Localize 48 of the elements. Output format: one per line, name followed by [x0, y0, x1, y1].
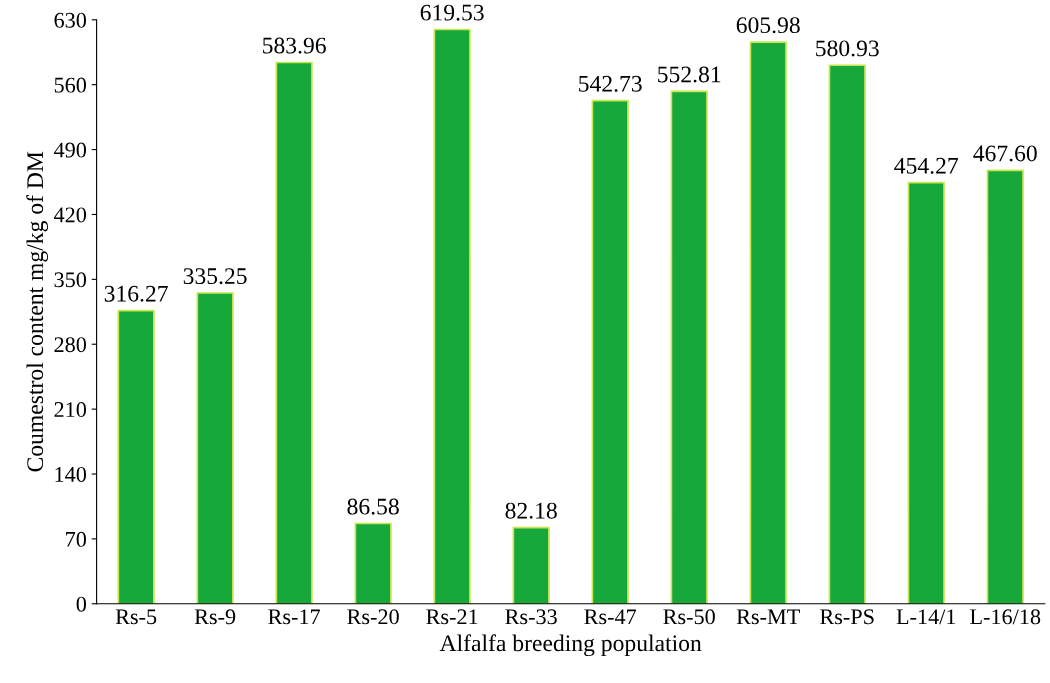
x-tick-label: Rs-9	[194, 609, 236, 625]
x-tick-label: Rs-17	[268, 609, 321, 625]
data-label: 454.27	[894, 157, 959, 174]
data-label: 542.73	[579, 75, 642, 92]
data-label: 619.53	[420, 4, 484, 21]
bar	[196, 292, 234, 604]
data-label: 86.58	[347, 498, 399, 515]
bar	[275, 61, 313, 604]
y-tick-label: 0	[76, 596, 87, 612]
bar	[907, 181, 945, 604]
y-tick-label: 350	[54, 272, 87, 288]
x-tick-label: Rs-20	[347, 609, 399, 625]
bar	[117, 309, 155, 604]
bar	[828, 64, 866, 604]
x-tick-label: Rs-47	[584, 609, 637, 625]
data-label: 583.96	[263, 37, 326, 54]
data-label: 316.27	[104, 285, 168, 302]
x-tick-label: Rs-5	[115, 609, 157, 625]
bar	[670, 90, 708, 604]
y-tick-label: 560	[54, 77, 87, 93]
data-label: 82.18	[505, 502, 557, 519]
bar	[354, 522, 392, 604]
x-axis-title: Alfalfa breeding population	[439, 634, 702, 657]
bar	[986, 169, 1024, 604]
x-tick-label: Rs-50	[663, 609, 715, 625]
y-tick-label: 140	[55, 466, 87, 482]
data-label: 467.60	[973, 145, 1037, 162]
data-label: 605.98	[736, 17, 800, 34]
y-tick-label: 280	[54, 337, 87, 353]
y-tick-label: 210	[54, 402, 87, 418]
data-label: 552.81	[658, 66, 721, 83]
data-label: 335.25	[183, 268, 247, 285]
y-tick-label: 630	[54, 12, 87, 28]
x-tick-label: Rs-21	[426, 609, 478, 625]
y-tick-label: 420	[53, 207, 87, 223]
x-tick-label: L-14/1	[896, 609, 956, 625]
y-tick-label: 490	[53, 142, 87, 158]
x-tick-label: Rs-33	[505, 609, 557, 625]
bar	[749, 41, 787, 604]
x-tick-label: Rs-MT	[736, 609, 800, 625]
x-tick-label: Rs-PS	[820, 609, 874, 625]
x-tick-label: L-16/18	[970, 609, 1041, 625]
y-tick-label: 70	[66, 531, 87, 547]
y-axis-title: Coumestrol content mg/kg of DM	[26, 151, 48, 472]
bar	[433, 28, 471, 604]
bar	[591, 99, 629, 604]
data-label: 580.93	[816, 40, 879, 57]
bar	[512, 526, 550, 604]
